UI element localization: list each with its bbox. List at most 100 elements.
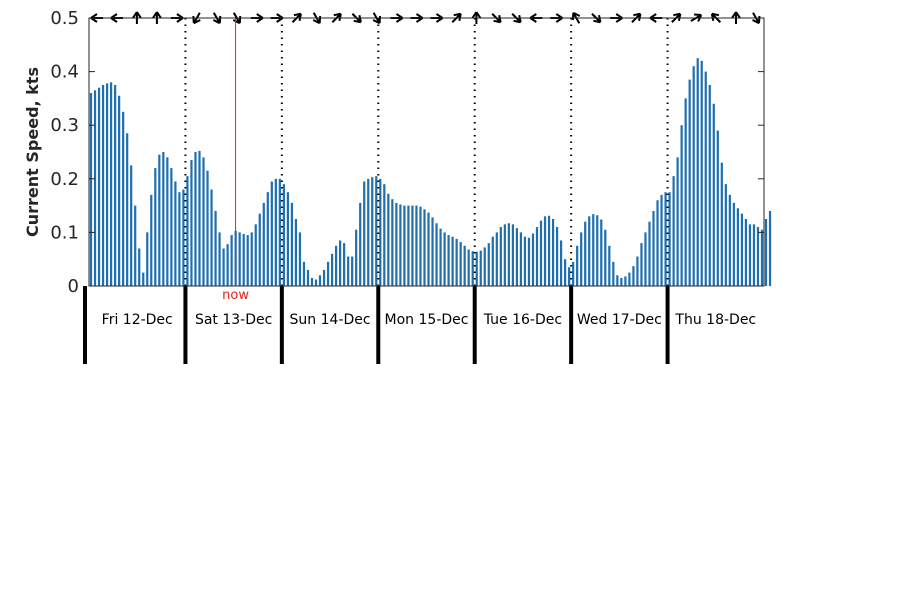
- bar: [644, 232, 647, 286]
- bar: [451, 236, 454, 286]
- bar: [608, 245, 611, 286]
- bar: [339, 240, 342, 286]
- bar: [564, 259, 567, 286]
- bar: [487, 243, 490, 286]
- y-tick-label: 0: [68, 276, 79, 297]
- bar: [704, 71, 707, 286]
- bar: [347, 256, 350, 286]
- bar: [101, 85, 105, 286]
- bar: [760, 229, 764, 286]
- bar: [491, 236, 494, 286]
- bar: [596, 215, 599, 286]
- bar: [403, 205, 406, 286]
- bar: [471, 251, 474, 286]
- bar: [218, 232, 221, 286]
- bar: [146, 232, 149, 286]
- now-label: now: [222, 288, 249, 303]
- bar: [162, 152, 165, 286]
- bar: [519, 232, 523, 286]
- bar: [182, 189, 185, 286]
- bar: [676, 157, 679, 286]
- bar: [202, 157, 205, 286]
- bar: [503, 224, 506, 286]
- bar: [302, 261, 306, 286]
- day-separators: [83, 18, 670, 364]
- bar: [126, 133, 129, 286]
- bar: [620, 277, 623, 286]
- bar: [732, 202, 735, 286]
- y-tick-label: 0.1: [50, 222, 79, 243]
- bar: [547, 215, 551, 286]
- bar: [206, 170, 209, 286]
- bar: [664, 192, 667, 286]
- bar: [736, 208, 739, 286]
- bar: [559, 240, 563, 286]
- bar: [423, 209, 426, 286]
- bar: [660, 194, 663, 286]
- bar: [142, 272, 145, 286]
- axes: [88, 17, 765, 287]
- bar: [326, 261, 330, 286]
- bar: [158, 154, 161, 286]
- bar: [190, 160, 193, 286]
- bar: [668, 192, 671, 286]
- bar: [274, 178, 277, 286]
- bar-series: [89, 58, 772, 287]
- now-marker: now: [222, 18, 249, 303]
- bar: [752, 224, 756, 286]
- bar: [612, 261, 615, 286]
- bar: [134, 205, 137, 286]
- bar: [122, 111, 125, 286]
- bar: [632, 266, 635, 286]
- bar: [523, 236, 527, 286]
- bar: [600, 219, 603, 286]
- bar: [616, 275, 619, 286]
- bar: [768, 210, 772, 286]
- bar: [648, 221, 651, 286]
- bar: [97, 87, 101, 287]
- bar: [363, 181, 366, 286]
- bar: [756, 227, 760, 286]
- bar: [198, 150, 201, 286]
- day-label: Wed 17-Dec: [577, 312, 662, 328]
- bar: [118, 95, 121, 286]
- day-label: Fri 12-Dec: [102, 312, 173, 328]
- bar: [170, 168, 173, 286]
- bar: [588, 216, 591, 286]
- bar: [716, 130, 719, 286]
- bar: [700, 60, 703, 286]
- bar: [399, 204, 402, 286]
- bar: [551, 219, 555, 286]
- bar: [258, 213, 261, 286]
- bar: [318, 275, 322, 286]
- bar: [178, 192, 181, 286]
- bar: [652, 210, 655, 286]
- bar: [415, 205, 418, 286]
- bar: [427, 212, 430, 286]
- bar: [555, 227, 559, 286]
- bar: [93, 90, 97, 286]
- bar: [584, 221, 587, 286]
- bar: [515, 228, 519, 286]
- bar: [696, 58, 699, 287]
- bar: [531, 233, 535, 286]
- bar: [604, 229, 607, 286]
- bar: [543, 216, 547, 286]
- bar: [294, 219, 298, 286]
- y-axis-label: Current Speed, kts: [23, 67, 42, 237]
- bar: [154, 168, 157, 286]
- bar: [310, 277, 314, 286]
- bar: [407, 205, 410, 286]
- bar: [246, 235, 249, 286]
- bar: [105, 83, 109, 286]
- bar: [439, 228, 442, 286]
- bar: [499, 227, 502, 286]
- bar: [130, 165, 133, 286]
- bar: [250, 232, 253, 286]
- plot-frame: [88, 17, 765, 287]
- bar: [764, 219, 768, 286]
- bar: [286, 192, 289, 286]
- bar: [109, 82, 113, 286]
- bar: [592, 214, 595, 286]
